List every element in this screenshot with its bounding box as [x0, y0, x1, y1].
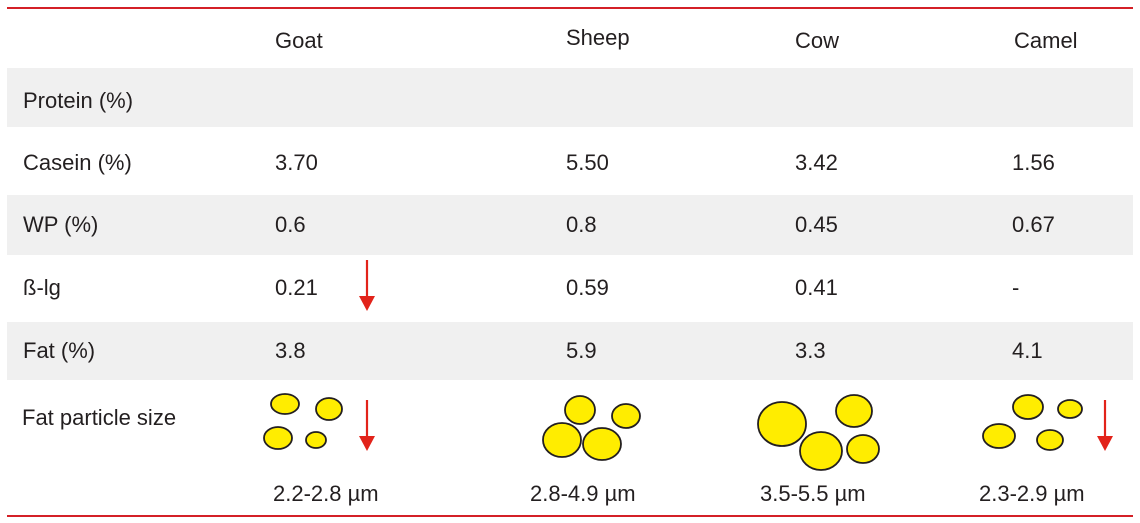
row-label-protein: Protein (%)	[23, 88, 134, 113]
row-label-beta-lg: ß-lg	[23, 275, 61, 300]
down-arrow-icon	[359, 400, 375, 451]
cow-fat-globules-icon	[757, 394, 880, 471]
cell-beta-lg-goat: 0.21	[275, 275, 318, 300]
table-top-rule	[7, 7, 1133, 9]
goat-fat-globules-icon	[263, 393, 343, 450]
cell-particle-size-cow: 3.5-5.5 µm	[760, 481, 866, 506]
sheep-fat-globules-icon	[542, 395, 641, 461]
row-label-wp: WP (%)	[23, 212, 99, 237]
cell-casein-cow: 3.42	[795, 150, 838, 175]
cell-particle-size-goat: 2.2-2.8 µm	[273, 481, 379, 506]
cell-fat-cow: 3.3	[795, 338, 826, 363]
row-band-wp	[7, 195, 1133, 255]
cell-fat-goat: 3.8	[275, 338, 306, 363]
down-arrow-icon	[359, 260, 375, 311]
cell-beta-lg-cow: 0.41	[795, 275, 838, 300]
column-header-sheep: Sheep	[566, 25, 630, 50]
row-label-casein: Casein (%)	[23, 150, 132, 175]
column-header-cow: Cow	[795, 28, 840, 53]
cell-particle-size-sheep: 2.8-4.9 µm	[530, 481, 636, 506]
row-label-fat-particle-size: Fat particle size	[22, 405, 177, 430]
cell-wp-goat: 0.6	[275, 212, 306, 237]
cell-beta-lg-camel: -	[1012, 275, 1020, 300]
cell-particle-size-camel: 2.3-2.9 µm	[979, 481, 1085, 506]
cell-casein-sheep: 5.50	[566, 150, 609, 175]
camel-fat-globules-icon	[982, 394, 1083, 451]
cell-casein-camel: 1.56	[1012, 150, 1055, 175]
cell-wp-camel: 0.67	[1012, 212, 1055, 237]
down-arrow-icon	[1097, 400, 1113, 451]
table-bottom-rule	[7, 515, 1133, 517]
cell-fat-camel: 4.1	[1012, 338, 1043, 363]
cell-wp-cow: 0.45	[795, 212, 838, 237]
cell-fat-sheep: 5.9	[566, 338, 597, 363]
column-header-goat: Goat	[275, 28, 323, 53]
column-header-camel: Camel	[1014, 28, 1078, 53]
row-band-protein	[7, 68, 1133, 127]
cell-casein-goat: 3.70	[275, 150, 318, 175]
row-band-fat	[7, 322, 1133, 380]
cell-beta-lg-sheep: 0.59	[566, 275, 609, 300]
row-label-fat: Fat (%)	[23, 338, 96, 363]
cell-wp-sheep: 0.8	[566, 212, 597, 237]
